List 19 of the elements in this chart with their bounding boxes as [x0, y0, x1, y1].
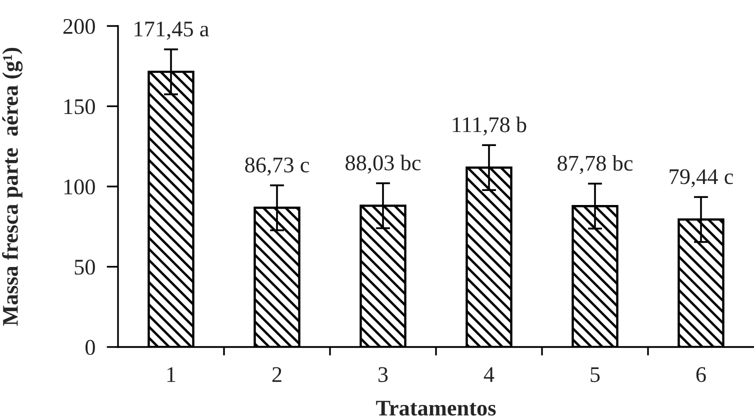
data-label: 111,78 b [452, 116, 526, 136]
y-tick-label: 100 [64, 179, 95, 194]
data-label: 87,78 bc [558, 155, 633, 174]
data-label: 88,03 bc [346, 154, 421, 174]
y-tick-label: 200 [63, 18, 95, 34]
x-tick-label: 3 [378, 367, 388, 382]
x-axis-title: Tratamentos [376, 400, 496, 416]
x-tick-label: 4 [484, 367, 494, 382]
y-tick-label: 150 [64, 99, 95, 114]
x-tick-label: 5 [590, 367, 600, 382]
data-label: 171,45 a [134, 22, 209, 40]
y-tick-label: 0 [86, 340, 95, 355]
data-label: 79,44 c [670, 169, 734, 188]
x-tick-label: 2 [272, 367, 282, 382]
y-tick-label: 50 [74, 260, 95, 275]
x-tick-label: 6 [696, 367, 706, 382]
y-axis-title: Massa fresca parte aérea (g¹) [2, 48, 23, 326]
data-label: 86,73 c [245, 157, 310, 176]
x-tick-label: 1 [167, 367, 176, 382]
